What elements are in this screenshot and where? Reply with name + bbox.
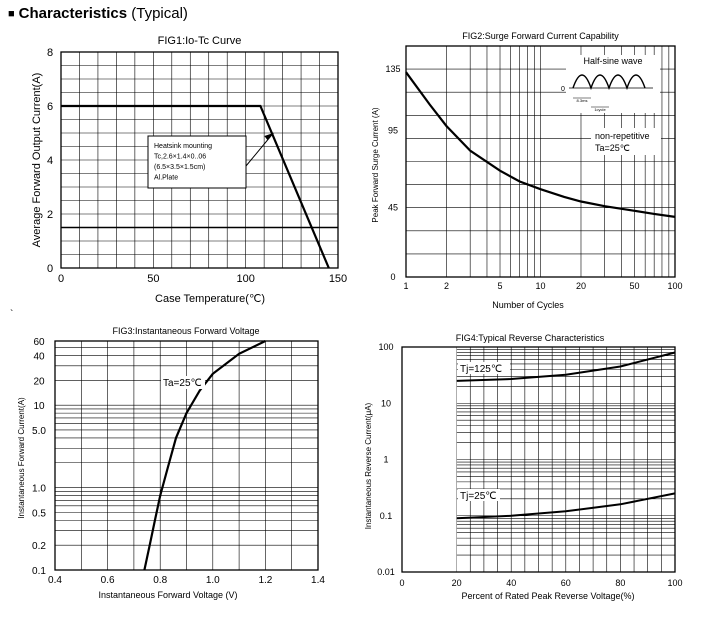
x-tick-label: 0.6 xyxy=(101,575,115,586)
x-axis-label: Percent of Rated Peak Reverse Voltage(%) xyxy=(461,591,634,601)
y-tick-label: 0.5 xyxy=(32,508,46,519)
y-axis-label: Peak Forward Surge Current (A) xyxy=(371,107,380,222)
annotation-text: Tc,2.6×1.4×0..06 xyxy=(154,154,206,161)
series-label-tj-125: Tj=125℃ xyxy=(460,364,502,375)
x-tick-label: 1 xyxy=(403,281,408,291)
annotation-text: Ta=25℃ xyxy=(163,378,202,389)
inset-label-b: 1cycle xyxy=(594,107,606,112)
annotation-bg xyxy=(161,376,205,389)
condition-text: non-repetitive xyxy=(595,131,650,141)
label-bg-tj-125 xyxy=(458,362,510,374)
plot-frame xyxy=(54,340,319,571)
x-tick-label: 50 xyxy=(147,273,159,285)
chart-title: FIG4:Typical Reverse Characteristics xyxy=(456,333,605,343)
x-tick-label: 2 xyxy=(444,281,449,291)
x-tick-label: 0 xyxy=(58,273,64,285)
plot-frame xyxy=(405,45,676,278)
stray-mark: ` xyxy=(10,309,14,320)
x-tick-label: 0.4 xyxy=(48,575,62,586)
y-tick-label: 8 xyxy=(47,47,53,59)
chart-title: FIG3:Instantaneous Forward Voltage xyxy=(112,326,259,336)
condition-box xyxy=(591,128,661,155)
x-axis-label: Number of Cycles xyxy=(492,300,564,310)
annotation-arrow xyxy=(245,132,274,167)
x-tick-label: 100 xyxy=(667,578,682,588)
x-tick-label: 100 xyxy=(236,273,254,285)
x-tick-label: 1.2 xyxy=(258,575,272,586)
page-heading: Characteristics xyxy=(18,5,128,22)
y-tick-label: 0.2 xyxy=(32,541,46,552)
inset-title: Half-sine wave xyxy=(583,56,642,66)
page-title: ■ Characteristics (Typical) xyxy=(8,5,188,22)
bullet-square-icon: ■ xyxy=(8,8,15,20)
curve-tj-125 xyxy=(456,351,676,382)
x-tick-label: 40 xyxy=(506,578,516,588)
y-tick-label: 20 xyxy=(33,376,45,387)
x-tick-label: 0.8 xyxy=(153,575,167,586)
curve-tj-25 xyxy=(456,492,676,520)
annotation-arrow-head xyxy=(264,133,274,140)
label-bg-tj-25 xyxy=(458,489,500,501)
y-tick-label: 2 xyxy=(47,209,53,221)
chart-title: FIG1:Io-Tc Curve xyxy=(158,35,242,47)
inset-half-sine-wave xyxy=(572,74,646,91)
y-axis-label: Instantaneous Forward Current(A) xyxy=(17,397,26,519)
x-tick-label: 1.0 xyxy=(206,575,220,586)
series-label-tj-25: Tj=25℃ xyxy=(460,491,497,502)
x-axis-label: Case Temperature(℃) xyxy=(155,293,265,305)
inset-zero-label: 0 xyxy=(561,86,565,93)
y-axis-label: Instantaneous Reverse Current(μA) xyxy=(364,402,373,529)
plot-frame xyxy=(60,51,339,269)
annotation-text: Al.Plate xyxy=(154,175,178,182)
y-tick-label: 60 xyxy=(33,337,45,348)
y-tick-label: 0.1 xyxy=(380,511,393,521)
surge-curve xyxy=(405,71,676,218)
derating-curve xyxy=(61,104,330,269)
x-tick-label: 10 xyxy=(535,281,545,291)
plot-frame xyxy=(401,346,676,573)
y-tick-label: 100 xyxy=(378,342,393,352)
y-tick-label: 40 xyxy=(33,352,45,363)
chart-title: FIG2:Surge Forward Current Capability xyxy=(462,31,619,41)
y-tick-label: 0.1 xyxy=(32,566,46,577)
y-tick-label: 0 xyxy=(47,263,53,275)
x-tick-label: 5 xyxy=(498,281,503,291)
x-tick-label: 20 xyxy=(452,578,462,588)
grid-mask-left xyxy=(402,347,457,572)
x-axis-label: Instantaneous Forward Voltage (V) xyxy=(98,590,237,600)
x-tick-label: 50 xyxy=(630,281,640,291)
x-tick-label: 20 xyxy=(576,281,586,291)
inset-label-a: 8.3ms xyxy=(577,98,588,103)
annotation-text: Heatsink mounting xyxy=(154,143,212,150)
page-heading-qualifier: (Typical) xyxy=(131,5,188,22)
y-tick-label: 6 xyxy=(47,101,53,113)
inset-box xyxy=(566,55,660,113)
x-tick-label: 80 xyxy=(615,578,625,588)
y-tick-label: 10 xyxy=(33,401,45,412)
y-tick-label: 4 xyxy=(47,155,53,167)
y-tick-label: 1.0 xyxy=(32,484,46,495)
y-tick-label: 1 xyxy=(383,455,388,465)
annotation-box xyxy=(147,135,247,189)
x-tick-label: 0 xyxy=(399,578,404,588)
y-tick-label: 135 xyxy=(385,64,400,74)
y-tick-label: 0.01 xyxy=(377,567,395,577)
x-tick-label: 60 xyxy=(561,578,571,588)
condition-text: Ta=25℃ xyxy=(595,143,630,153)
y-tick-label: 95 xyxy=(388,126,398,136)
y-tick-label: 0 xyxy=(390,272,395,282)
x-tick-label: 150 xyxy=(329,273,347,285)
annotation-text: (6.5×3.5×1.5cm) xyxy=(154,164,205,171)
y-tick-label: 5.0 xyxy=(32,426,46,437)
forward-voltage-curve xyxy=(143,340,266,571)
x-tick-label: 100 xyxy=(667,281,682,291)
x-tick-label: 1.4 xyxy=(311,575,325,586)
y-axis-label: Average Forward Output Current(A) xyxy=(31,73,43,248)
y-tick-label: 10 xyxy=(381,398,391,408)
y-tick-label: 45 xyxy=(388,203,398,213)
